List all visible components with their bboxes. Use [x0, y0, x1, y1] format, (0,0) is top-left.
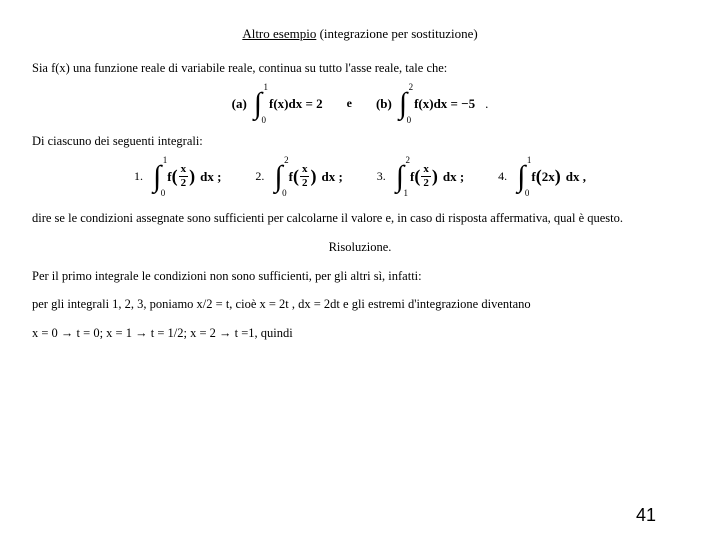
integral-b: ∫ 2 0 — [398, 89, 408, 119]
solution-line3: x = 0 → t = 0; x = 1 → t = 1/2; x = 2 → … — [32, 325, 688, 342]
given-equations: (a) ∫ 1 0 f(x)dx = 2 e (b) ∫ 2 0 f(x)dx … — [32, 89, 688, 119]
prompt1: Di ciascuno dei seguenti integrali: — [32, 133, 688, 150]
integral-sign-icon: ∫ 2 1 — [395, 162, 405, 192]
solution-line1: Per il primo integrale le condizioni non… — [32, 268, 688, 285]
i3-upper: 2 — [406, 156, 411, 165]
integral-sign-icon: ∫ 2 0 — [273, 162, 283, 192]
integral-sign-icon: ∫ 1 0 — [253, 89, 263, 119]
i3-body: f(x2) — [410, 164, 438, 189]
i3-suffix: dx ; — [443, 169, 464, 185]
integral-sign-icon: ∫ 1 0 — [152, 162, 162, 192]
i4-upper: 1 — [527, 156, 532, 165]
page-root: Altro esempio (integrazione per sostituz… — [0, 0, 720, 540]
given-a: (a) ∫ 1 0 f(x)dx = 2 — [232, 89, 323, 119]
int-b-body: f(x)dx = −5 — [414, 96, 475, 112]
int-a-upper: 1 — [264, 83, 269, 92]
int-a-lower: 0 — [262, 116, 267, 125]
integral-a: ∫ 1 0 — [253, 89, 263, 119]
title-rest: (integrazione per sostituzione) — [316, 26, 477, 41]
i2-lower: 0 — [282, 189, 287, 198]
i2-upper: 2 — [284, 156, 289, 165]
i1-upper: 1 — [163, 156, 168, 165]
int-b-lower: 0 — [407, 116, 412, 125]
title-underlined: Altro esempio — [242, 26, 316, 41]
i4-body: f(2x) — [531, 166, 560, 187]
i1-body: f(x2) — [167, 164, 195, 189]
conjunction: e — [347, 96, 352, 111]
given-b: (b) ∫ 2 0 f(x)dx = −5 . — [376, 89, 488, 119]
intro-text: Sia f(x) una funzione reale di variabile… — [32, 60, 688, 77]
idx-1: 1. — [134, 169, 143, 184]
i2-suffix: dx ; — [321, 169, 342, 185]
risoluzione-heading: Risoluzione. — [32, 239, 688, 256]
item-4: 4. ∫ 1 0 f(2x) dx , — [498, 162, 586, 192]
int-b-upper: 2 — [409, 83, 414, 92]
integral-sign-icon: ∫ 2 0 — [398, 89, 408, 119]
integral-sign-icon: ∫ 1 0 — [516, 162, 526, 192]
idx-2: 2. — [255, 169, 264, 184]
page-number: 41 — [636, 505, 656, 526]
given-tail: . — [485, 96, 488, 112]
idx-3: 3. — [377, 169, 386, 184]
i1-suffix: dx ; — [200, 169, 221, 185]
title: Altro esempio (integrazione per sostituz… — [32, 26, 688, 42]
solution-line2: per gli integrali 1, 2, 3, poniamo x/2 =… — [32, 296, 688, 313]
integral-list: 1. ∫ 1 0 f(x2) dx ; 2. ∫ 2 0 f(x2) dx ; … — [32, 162, 688, 192]
idx-4: 4. — [498, 169, 507, 184]
i4-suffix: dx , — [566, 169, 586, 185]
i2-body: f(x2) — [289, 164, 317, 189]
int-a-body: f(x)dx = 2 — [269, 96, 323, 112]
i1-lower: 0 — [161, 189, 166, 198]
i4-lower: 0 — [525, 189, 530, 198]
prompt2: dire se le condizioni assegnate sono suf… — [32, 210, 688, 227]
label-a: (a) — [232, 96, 247, 112]
item-1: 1. ∫ 1 0 f(x2) dx ; — [134, 162, 221, 192]
label-b: (b) — [376, 96, 392, 112]
item-3: 3. ∫ 2 1 f(x2) dx ; — [377, 162, 464, 192]
item-2: 2. ∫ 2 0 f(x2) dx ; — [255, 162, 342, 192]
i3-lower: 1 — [404, 189, 409, 198]
